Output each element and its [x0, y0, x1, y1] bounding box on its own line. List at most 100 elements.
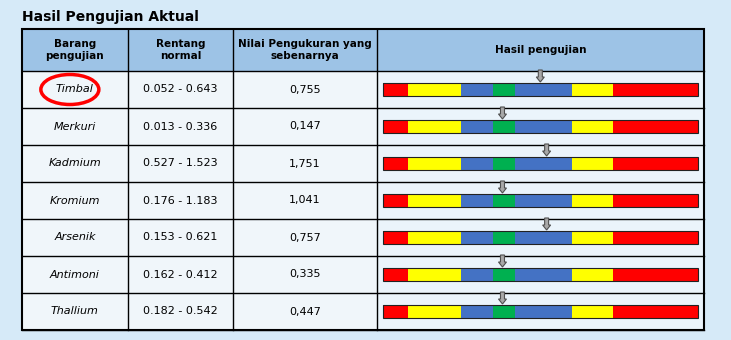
Bar	[382, 231, 408, 244]
Text: 0.527 - 1.523: 0.527 - 1.523	[143, 158, 218, 169]
Bar	[461, 305, 493, 318]
Polygon shape	[537, 70, 545, 82]
Bar	[376, 108, 704, 145]
Bar	[382, 305, 698, 318]
Bar	[493, 305, 515, 318]
Text: Kromium: Kromium	[50, 195, 100, 205]
Bar	[461, 157, 493, 170]
Bar	[22, 29, 704, 330]
Bar	[382, 157, 408, 170]
Polygon shape	[542, 144, 550, 156]
Bar	[376, 256, 704, 293]
Bar	[22, 29, 704, 330]
Bar	[22, 108, 704, 145]
Bar	[382, 194, 408, 207]
Bar	[408, 194, 461, 207]
Bar	[408, 231, 461, 244]
Bar	[613, 120, 698, 133]
Polygon shape	[499, 255, 507, 267]
Bar	[515, 305, 572, 318]
Text: Timbal: Timbal	[56, 85, 94, 95]
Text: 0,147: 0,147	[289, 121, 321, 132]
Bar	[22, 256, 704, 293]
Bar	[22, 293, 704, 330]
Bar	[382, 194, 698, 207]
Bar	[408, 268, 461, 281]
Bar	[376, 145, 704, 182]
Text: Rentang
normal: Rentang normal	[156, 39, 205, 61]
Text: 0,757: 0,757	[289, 233, 321, 242]
Text: Barang
pengujian: Barang pengujian	[45, 39, 104, 61]
Text: 0.052 - 0.643: 0.052 - 0.643	[143, 85, 218, 95]
Polygon shape	[499, 181, 507, 193]
Bar	[22, 182, 704, 219]
Bar	[382, 83, 408, 96]
Bar	[572, 231, 613, 244]
Bar	[376, 293, 704, 330]
Bar	[572, 305, 613, 318]
Polygon shape	[499, 292, 507, 304]
Text: 0,447: 0,447	[289, 306, 321, 317]
Bar	[408, 157, 461, 170]
Bar	[572, 194, 613, 207]
Bar	[461, 268, 493, 281]
Bar	[493, 83, 515, 96]
Bar	[515, 231, 572, 244]
Text: 0.182 - 0.542: 0.182 - 0.542	[143, 306, 218, 317]
Bar	[382, 268, 698, 281]
Bar	[382, 231, 698, 244]
Bar	[382, 83, 698, 96]
Text: 1,041: 1,041	[289, 195, 321, 205]
Text: 1,751: 1,751	[289, 158, 321, 169]
Text: Antimoni: Antimoni	[50, 270, 100, 279]
Bar	[613, 83, 698, 96]
Bar	[408, 83, 461, 96]
Bar	[515, 83, 572, 96]
Bar	[461, 194, 493, 207]
Text: 0.013 - 0.336: 0.013 - 0.336	[143, 121, 218, 132]
Bar	[515, 194, 572, 207]
Bar	[376, 219, 704, 256]
Bar	[22, 219, 704, 256]
Bar	[572, 157, 613, 170]
Text: Thallium: Thallium	[51, 306, 99, 317]
Bar	[572, 83, 613, 96]
Bar	[22, 29, 704, 71]
Bar	[572, 268, 613, 281]
Bar	[461, 231, 493, 244]
Bar	[515, 268, 572, 281]
Bar	[493, 268, 515, 281]
Text: Nilai Pengukuran yang
sebenarnya: Nilai Pengukuran yang sebenarnya	[238, 39, 372, 61]
Polygon shape	[499, 107, 507, 119]
Bar	[382, 120, 408, 133]
Bar	[493, 231, 515, 244]
Bar	[376, 71, 704, 108]
Text: 0.162 - 0.412: 0.162 - 0.412	[143, 270, 218, 279]
Bar	[572, 120, 613, 133]
Bar	[22, 71, 704, 108]
Bar	[382, 268, 408, 281]
Polygon shape	[542, 218, 550, 230]
Bar	[376, 182, 704, 219]
Bar	[382, 157, 698, 170]
Bar	[382, 305, 408, 318]
Text: Kadmium: Kadmium	[48, 158, 101, 169]
Bar	[461, 83, 493, 96]
Text: Hasil pengujian: Hasil pengujian	[495, 45, 586, 55]
Bar	[613, 231, 698, 244]
Text: 0,755: 0,755	[289, 85, 321, 95]
Text: 0,335: 0,335	[289, 270, 321, 279]
Bar	[408, 120, 461, 133]
Text: Hasil Pengujian Aktual: Hasil Pengujian Aktual	[22, 10, 199, 24]
Bar	[493, 194, 515, 207]
Bar	[515, 157, 572, 170]
Bar	[22, 145, 704, 182]
Bar	[461, 120, 493, 133]
Bar	[382, 120, 698, 133]
Bar	[493, 157, 515, 170]
Bar	[493, 120, 515, 133]
Text: 0.176 - 1.183: 0.176 - 1.183	[143, 195, 218, 205]
Bar	[613, 194, 698, 207]
Bar	[613, 268, 698, 281]
Text: Merkuri: Merkuri	[53, 121, 96, 132]
